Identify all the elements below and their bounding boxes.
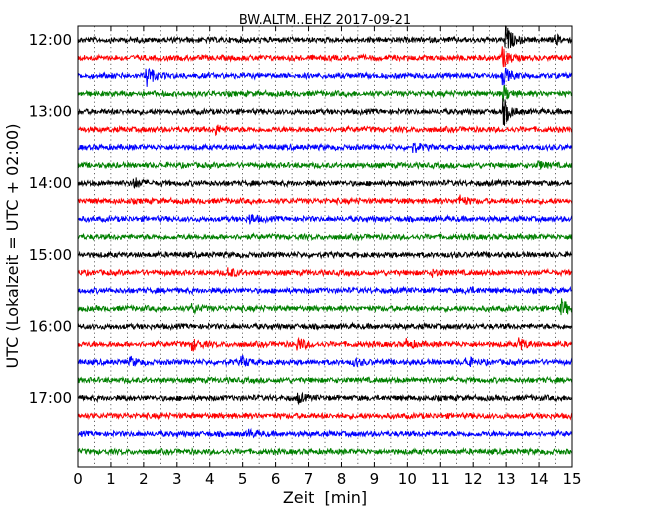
seismic-trace [77,98,573,126]
y-tick-label: 13:00 [29,103,72,121]
x-tick-label: 2 [139,470,149,488]
x-tick-label: 12 [464,470,483,488]
x-tick-label: 14 [530,470,549,488]
seismic-trace [77,446,573,457]
seismic-trace [77,427,573,439]
seismic-traces [77,25,573,457]
seismic-trace [77,336,573,352]
x-tick-label: 13 [497,470,516,488]
x-tick-label: 10 [398,470,417,488]
x-tick-label: 15 [562,470,581,488]
seismic-trace [77,298,573,316]
y-tick-label: 16:00 [29,317,72,335]
chart-title: BW.ALTM..EHZ 2017-09-21 [239,13,411,28]
x-tick-label: 9 [370,470,380,488]
x-tick-label: 8 [337,470,347,488]
seismic-trace [77,354,573,368]
y-axis-ticks: 12:00 13:00 14:00 15:00 16:00 17:00 [29,31,572,407]
seismic-trace [77,67,573,87]
x-tick-label: 5 [238,470,248,488]
seismic-trace [77,321,573,332]
plot-frame [77,25,573,468]
seismic-trace [77,411,573,421]
seismic-trace [77,285,573,296]
seismic-trace [77,46,573,68]
x-tick-label: 4 [205,470,215,488]
x-tick-label: 6 [271,470,281,488]
seismic-trace [77,142,573,154]
x-tick-label: 1 [106,470,116,488]
x-axis-label: Zeit [min] [283,488,367,507]
y-tick-label: 15:00 [29,246,72,264]
y-tick-label: 17:00 [29,389,72,407]
seismic-trace [77,267,573,278]
seismic-trace [77,194,573,206]
y-tick-label: 14:00 [29,174,72,192]
seismic-trace [77,177,573,189]
x-tick-label: 0 [73,470,83,488]
seismic-trace [77,85,573,102]
seismic-trace [77,232,573,242]
x-axis-ticks: 0 1 2 3 4 5 6 7 8 9 10 11 12 13 14 15 [73,26,582,488]
seismic-trace [77,124,573,137]
seismic-trace [77,250,573,260]
x-tick-label: 11 [431,470,450,488]
x-tick-label: 3 [172,470,182,488]
y-tick-label: 12:00 [29,31,72,49]
seismic-trace [77,160,573,170]
x-tick-label: 7 [304,470,314,488]
seismic-trace [77,375,573,385]
seismic-trace [77,25,573,49]
y-axis-label: UTC (Lokalzeit = UTC + 02:00) [3,124,22,369]
seismic-trace [77,391,573,406]
seismic-trace [77,213,573,225]
